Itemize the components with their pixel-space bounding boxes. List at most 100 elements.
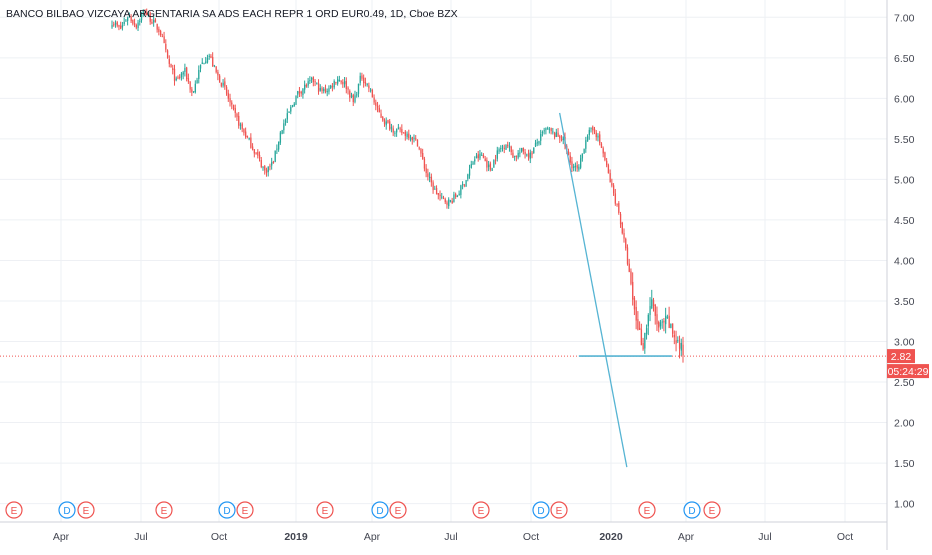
dividend-marker[interactable]	[371, 501, 389, 519]
candle-body	[534, 142, 537, 147]
candle-body	[217, 72, 219, 76]
candle-body	[390, 127, 393, 129]
candle-body	[444, 199, 446, 203]
candle-body	[503, 147, 505, 149]
candle-body	[461, 184, 464, 186]
candle-body	[357, 83, 360, 94]
candle-body	[177, 77, 179, 79]
earnings-marker[interactable]	[703, 501, 721, 519]
candle-body	[637, 319, 639, 330]
earnings-marker[interactable]	[77, 501, 95, 519]
candle-body	[300, 91, 302, 94]
candle-body	[519, 152, 521, 154]
earnings-marker[interactable]	[389, 501, 407, 519]
candle-body	[545, 128, 547, 131]
y-tick-label: 3.00	[894, 337, 915, 349]
earnings-marker[interactable]	[316, 501, 334, 519]
y-tick-label: 2.50	[894, 377, 915, 389]
candle-body	[394, 132, 396, 134]
candle-body	[665, 315, 667, 325]
candle-body	[416, 139, 419, 147]
event-marker-label: D	[688, 506, 695, 517]
candle-body	[356, 94, 358, 96]
candle-body	[425, 168, 427, 174]
candle-body	[402, 132, 405, 134]
candle-body	[116, 22, 118, 26]
candle-body	[420, 149, 422, 154]
dividend-marker[interactable]	[218, 501, 236, 519]
candle-body	[649, 306, 651, 315]
candle-body	[264, 166, 266, 171]
candle-body	[130, 16, 132, 21]
candle-body	[347, 87, 349, 90]
trendline[interactable]	[559, 112, 628, 468]
candle-body	[460, 185, 462, 195]
candle-body	[656, 314, 658, 325]
candle-body	[661, 321, 663, 323]
candle-body	[310, 78, 313, 80]
candle-body	[614, 193, 617, 204]
y-tick-label: 7.00	[894, 12, 915, 24]
candle-body	[111, 24, 113, 28]
candle-body	[151, 21, 153, 24]
candle-body	[323, 88, 325, 91]
candle-body	[449, 200, 452, 202]
candle-body	[472, 162, 474, 165]
candle-body	[146, 12, 148, 15]
price-badge	[887, 349, 915, 364]
dividend-marker[interactable]	[58, 501, 76, 519]
candle-body	[475, 155, 478, 159]
candle-body	[484, 158, 486, 161]
candle-body	[510, 146, 512, 153]
earnings-marker[interactable]	[550, 501, 568, 519]
candle-body	[307, 81, 309, 86]
earnings-marker[interactable]	[5, 501, 23, 519]
candle-body	[429, 176, 431, 178]
candle-body	[212, 56, 214, 67]
candle-body	[573, 166, 575, 168]
candle-body	[291, 105, 294, 108]
candle-body	[179, 76, 181, 78]
candle-body	[144, 10, 146, 14]
candle-body	[524, 151, 526, 155]
candle-body	[526, 154, 528, 156]
y-tick-label: 5.50	[894, 134, 915, 146]
candle-body	[243, 129, 245, 133]
candle-body	[621, 222, 623, 234]
candle-body	[349, 90, 351, 98]
candle-body	[618, 203, 620, 213]
candle-body	[133, 23, 136, 25]
candle-body	[293, 103, 295, 106]
earnings-marker[interactable]	[236, 501, 254, 519]
candle-body	[309, 80, 311, 82]
candle-body	[652, 299, 655, 307]
candle-body	[560, 139, 563, 141]
candle-body	[540, 133, 542, 141]
candle-body	[593, 128, 596, 132]
candle-body	[671, 323, 674, 334]
candle-body	[298, 91, 301, 94]
candle-body	[493, 160, 495, 168]
candle-body	[208, 55, 210, 57]
candle-body	[496, 150, 498, 159]
candle-body	[260, 159, 262, 168]
earnings-marker[interactable]	[638, 501, 656, 519]
candle-body	[201, 62, 203, 64]
candle-body	[548, 128, 551, 130]
candle-body	[219, 75, 221, 83]
candle-body	[578, 166, 580, 170]
earnings-marker[interactable]	[472, 501, 490, 519]
event-marker-label: E	[242, 506, 249, 517]
event-marker-label: E	[322, 506, 329, 517]
candle-body	[113, 24, 115, 26]
candle-body	[489, 163, 492, 170]
candle-body	[463, 184, 466, 186]
dividend-marker[interactable]	[532, 501, 550, 519]
earnings-marker[interactable]	[155, 501, 173, 519]
dividend-marker[interactable]	[683, 501, 701, 519]
candle-body	[599, 134, 601, 144]
candle-body	[422, 152, 424, 159]
candle-body	[203, 63, 205, 65]
event-marker-label: E	[709, 506, 716, 517]
candle-body	[630, 271, 632, 284]
